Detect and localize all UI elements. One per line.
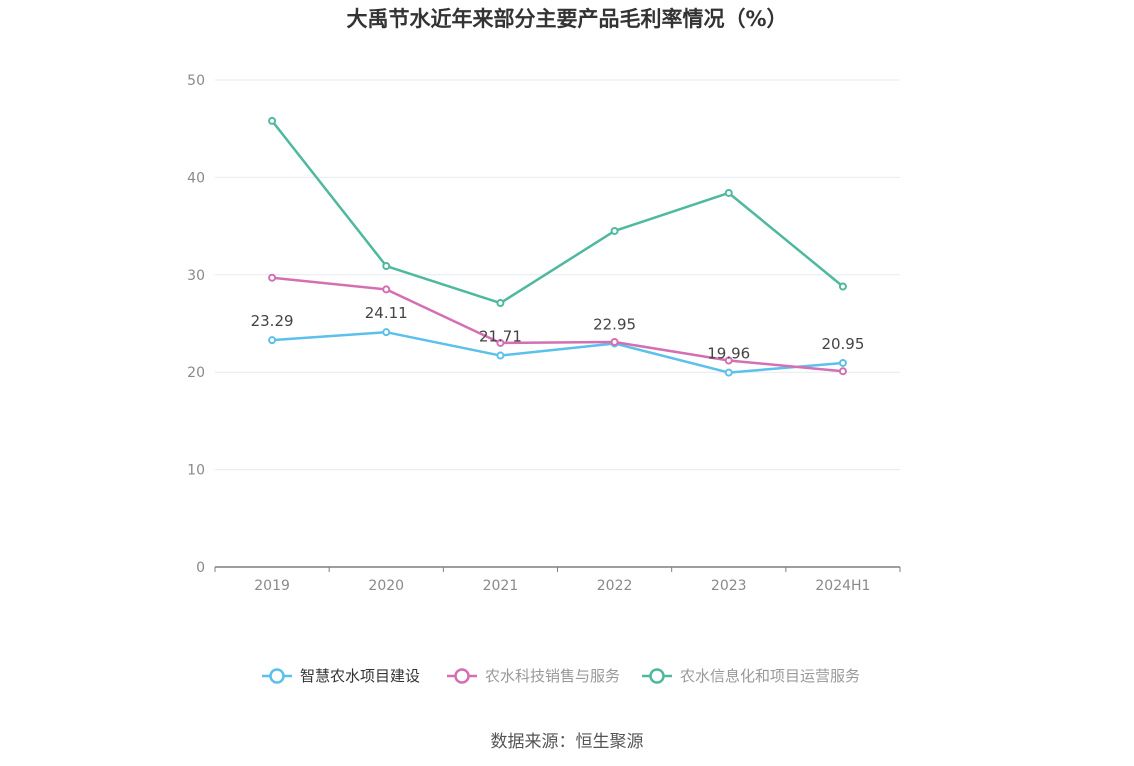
data-point[interactable] xyxy=(268,273,277,282)
x-tick-label: 2022 xyxy=(597,578,633,594)
legend-swatch-marker xyxy=(454,668,470,684)
data-point[interactable] xyxy=(382,285,391,294)
series-line xyxy=(271,330,844,374)
legend: 智慧农水项目建设 农水科技销售与服务 农水信息化和项目运营服务 xyxy=(262,667,860,685)
data-label: 20.95 xyxy=(821,335,864,353)
series-3 xyxy=(268,116,847,308)
data-label: 22.95 xyxy=(593,315,636,333)
series-group xyxy=(268,116,847,377)
data-label: 24.11 xyxy=(365,304,408,322)
data-point[interactable] xyxy=(382,328,391,337)
legend-swatch-marker xyxy=(269,668,285,684)
y-tick-label: 50 xyxy=(187,73,205,89)
x-tick-label: 2019 xyxy=(254,578,290,594)
series-line xyxy=(271,276,844,373)
data-point[interactable] xyxy=(838,282,847,291)
series-2 xyxy=(268,273,847,376)
data-label: 23.29 xyxy=(251,312,294,330)
data-point[interactable] xyxy=(496,351,505,360)
x-axis: 2019 2020 2021 2022 2023 2024H1 xyxy=(214,566,901,594)
series-1 xyxy=(268,328,847,377)
data-point[interactable] xyxy=(838,358,847,367)
source-note: 数据来源：恒生聚源 xyxy=(491,732,644,752)
data-point[interactable] xyxy=(724,368,733,377)
chart-title: 大禹节水近年来部分主要产品毛利率情况（%） xyxy=(346,7,787,31)
series-line xyxy=(271,120,844,305)
x-tick-label: 2024H1 xyxy=(815,578,870,594)
legend-item-3[interactable]: 农水信息化和项目运营服务 xyxy=(642,667,860,685)
y-tick-label: 0 xyxy=(196,560,205,576)
data-point[interactable] xyxy=(382,262,391,271)
x-tick-label: 2020 xyxy=(368,578,404,594)
data-labels: 23.29 24.11 21.71 22.95 19.96 20.95 xyxy=(251,304,865,362)
data-point[interactable] xyxy=(496,299,505,308)
data-point[interactable] xyxy=(838,367,847,376)
data-point[interactable] xyxy=(610,226,619,235)
gridlines xyxy=(215,79,900,471)
y-tick-label: 20 xyxy=(187,365,205,381)
data-label: 21.71 xyxy=(479,328,522,346)
data-point[interactable] xyxy=(268,116,277,125)
x-tick-label: 2021 xyxy=(483,578,519,594)
y-tick-label: 10 xyxy=(187,463,205,479)
data-point[interactable] xyxy=(724,188,733,197)
x-tick-label: 2023 xyxy=(711,578,747,594)
y-tick-label: 40 xyxy=(187,170,205,186)
legend-label: 农水信息化和项目运营服务 xyxy=(680,667,860,685)
data-point[interactable] xyxy=(268,336,277,345)
data-point[interactable] xyxy=(724,356,733,365)
legend-swatch-marker xyxy=(649,668,665,684)
legend-label: 智慧农水项目建设 xyxy=(300,667,420,685)
y-tick-label: 30 xyxy=(187,268,205,284)
data-label: 19.96 xyxy=(707,345,750,363)
data-point[interactable] xyxy=(610,338,619,347)
legend-item-2[interactable]: 农水科技销售与服务 xyxy=(447,667,620,685)
legend-label: 农水科技销售与服务 xyxy=(485,667,620,685)
data-point[interactable] xyxy=(496,338,505,347)
legend-item-1[interactable]: 智慧农水项目建设 xyxy=(262,667,420,685)
y-axis: 0 10 20 30 40 50 xyxy=(187,73,205,576)
